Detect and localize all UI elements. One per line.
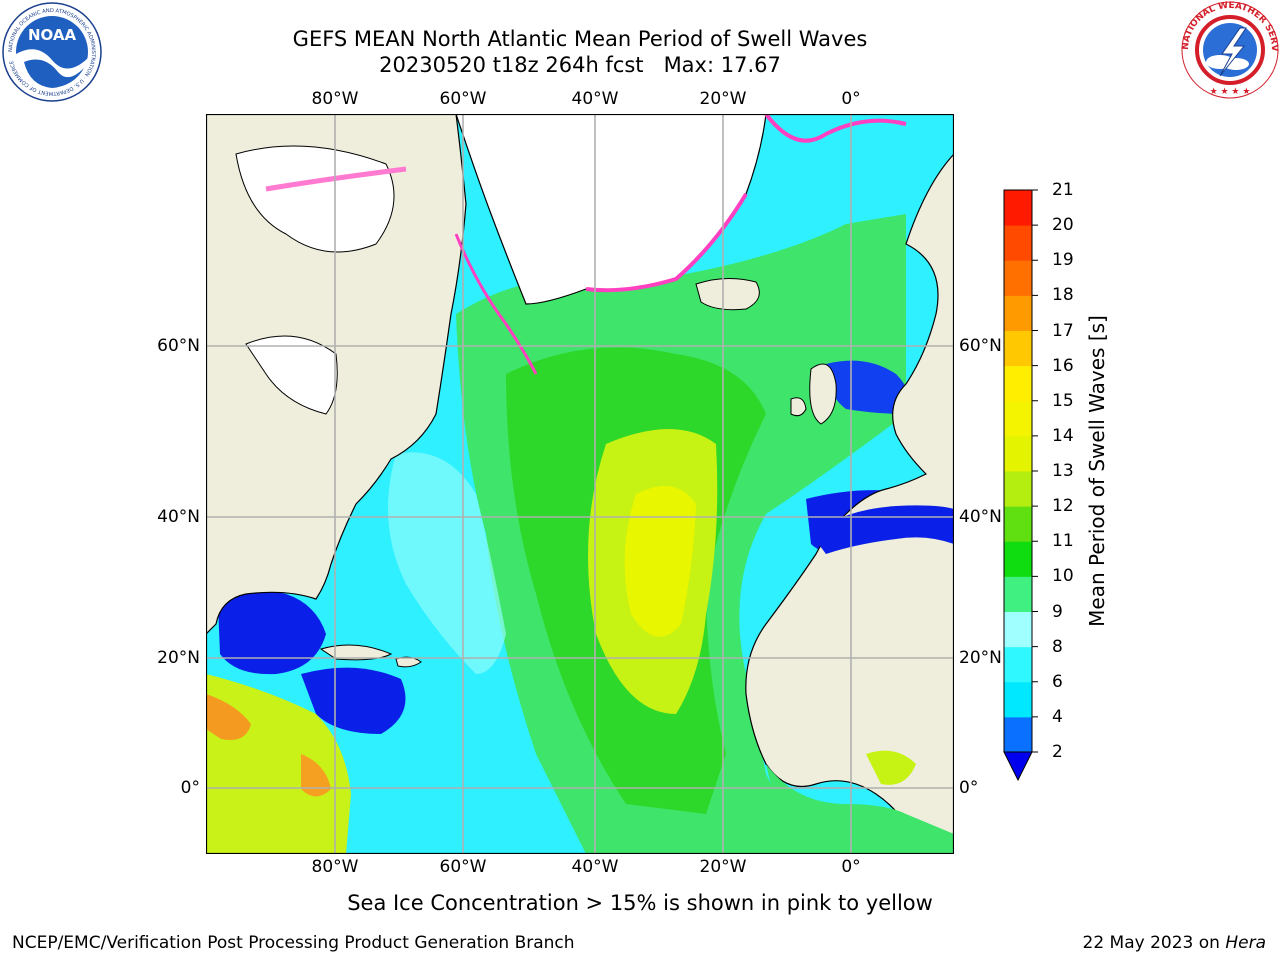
colorbar-band [1004,681,1032,718]
cuba [319,644,393,661]
lat-label-right-0: 0° [959,778,979,798]
colorbar-tick-label: 21 [1052,180,1074,200]
footer-date: 22 May 2023 on Hera [1083,933,1267,953]
colorbar-band [1004,646,1032,683]
nws-logo: NATIONAL WEATHER SERVICE ★ ★ ★ ★ [1177,0,1280,100]
colorbar-band [1004,611,1032,648]
colorbar-tick-label: 15 [1052,390,1074,411]
lon-label-top-60w: 60°W [439,89,487,109]
lat-label-left-60n: 60°N [157,336,200,356]
colorbar-tick-label: 20 [1052,215,1074,236]
colorbar-band [1004,330,1032,367]
lon-label-bottom-20w: 20°W [699,857,747,877]
colorbar-band [1004,435,1032,472]
gulf-of-mexico [218,590,326,675]
chart-subtitle: 20230520 t18z 264h fcst Max: 17.67 [379,53,781,77]
svg-text:NOAA: NOAA [28,26,77,44]
lat-label-left-40n: 40°N [157,507,200,527]
footer-date-text: 22 May 2023 on [1082,933,1220,953]
colorbar-tick-label: 6 [1052,671,1063,692]
british-isles [809,363,837,425]
colorbar-band [1004,260,1032,296]
lon-label-top-80w: 80°W [311,89,359,109]
caribbean-sea [301,667,406,734]
colorbar-tick-label: 18 [1052,285,1074,306]
iceland [695,278,760,311]
colorbar-band [1004,506,1032,542]
colorbar-tick-label: 14 [1052,425,1074,446]
europe-africa-land [745,114,954,854]
lon-label-bottom-60w: 60°W [439,857,487,877]
colorbar-tick-label: 11 [1052,531,1074,552]
north-sea [826,360,910,414]
noaa-logo: NOAA NATIONAL OCEANIC AND ATMOSPHERIC AD… [2,2,102,102]
colorbar-band [1004,295,1032,331]
svg-text:★ ★ ★ ★: ★ ★ ★ ★ [1210,87,1251,97]
colorbar-band [1004,471,1032,507]
colorbar [1003,189,1038,782]
colorbar-band [1004,225,1032,261]
lat-label-right-20n: 20°N [959,648,1002,668]
colorbar-tick-label: 13 [1052,461,1074,481]
colorbar-tick-label: 9 [1052,601,1063,622]
lon-label-top-40w: 40°W [571,89,619,109]
colorbar-band [1004,716,1032,753]
footer-machine: Hera [1225,933,1266,953]
lon-label-bottom-0: 0° [841,857,861,877]
colorbar-tick-label: 4 [1052,706,1063,727]
sea-ice-note: Sea Ice Concentration > 15% is shown in … [0,891,1280,915]
chart-title: GEFS MEAN North Atlantic Mean Period of … [292,27,868,51]
colorbar-tick-label: 10 [1052,566,1074,587]
lon-label-bottom-40w: 40°W [571,857,619,877]
lon-label-bottom-80w: 80°W [311,857,359,877]
graticule [206,114,954,854]
map-plot [206,114,954,854]
colorbar-tick-label: 2 [1052,742,1063,762]
colorbar-tick-label: 17 [1052,320,1074,341]
colorbar-tick-label: 12 [1052,496,1074,517]
colorbar-extend-triangle [1003,751,1033,782]
lat-label-right-40n: 40°N [959,507,1002,527]
colorbar-band [1004,400,1032,437]
lat-label-left-20n: 20°N [157,648,200,668]
colorbar-label: Mean Period of Swell Waves [s] [1085,315,1109,627]
footer-branch: NCEP/EMC/Verification Post Processing Pr… [12,933,575,953]
sea-ice-note-text: Sea Ice Concentration > 15% is shown in … [347,891,933,915]
colorbar-band [1004,576,1032,612]
colorbar-tick-label: 19 [1052,250,1074,271]
lon-label-top-20w: 20°W [699,89,747,109]
colorbar-band [1004,190,1032,226]
lat-label-right-60n: 60°N [959,336,1002,356]
colorbar-tick-label: 8 [1052,636,1063,657]
colorbar-tick-label: 16 [1052,355,1074,376]
colorbar-band [1004,541,1032,577]
lon-label-top-0: 0° [841,89,861,109]
colorbar-band [1004,365,1032,402]
lat-label-left-0: 0° [180,778,200,798]
